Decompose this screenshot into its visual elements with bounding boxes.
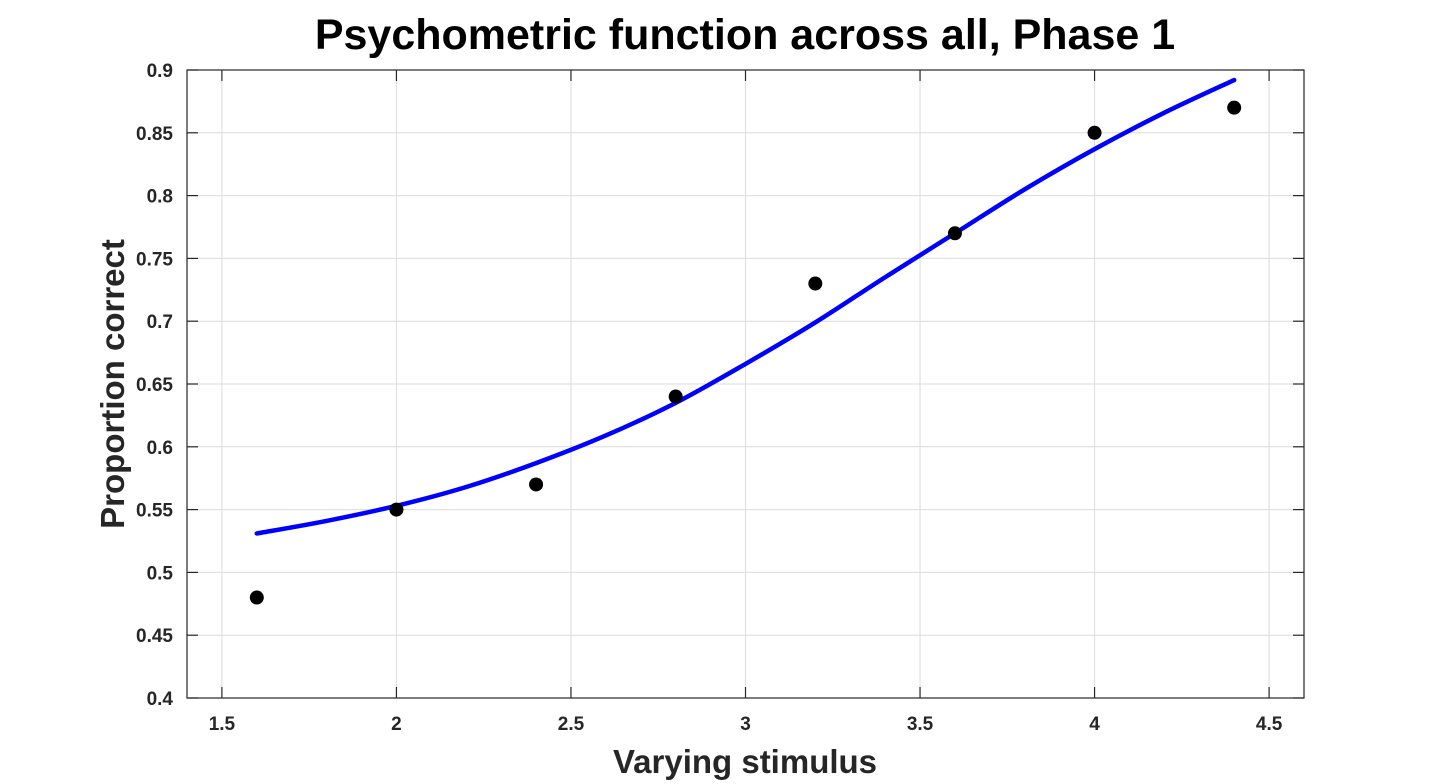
y-tick-label: 0.75 — [136, 249, 173, 270]
x-tick-label: 4 — [1089, 714, 1100, 735]
y-tick-label: 0.4 — [147, 689, 174, 710]
data-point — [947, 226, 962, 241]
data-point — [1227, 100, 1242, 115]
y-tick-label: 0.55 — [136, 501, 173, 522]
data-point — [668, 389, 683, 404]
y-tick-label: 0.8 — [147, 187, 173, 208]
x-axis-label: Varying stimulus — [613, 743, 877, 780]
x-tick-label: 2.5 — [558, 714, 585, 735]
data-point — [1087, 125, 1102, 140]
data-point — [389, 502, 404, 517]
y-tick-label: 0.6 — [147, 438, 173, 459]
data-point — [808, 276, 823, 291]
chart-title: Psychometric function across all, Phase … — [315, 11, 1175, 59]
fit-curve — [254, 77, 1237, 536]
y-tick-label: 0.5 — [147, 563, 174, 584]
x-tick-label: 4.5 — [1256, 714, 1283, 735]
y-tick-label: 0.85 — [136, 124, 173, 145]
x-tick-label: 1.5 — [209, 714, 236, 735]
data-point — [529, 477, 544, 492]
ticks: 1.5 2 2.5 3 3.5 4 4.5 0.4 0.45 0.5 0.55 0.6 0.65 0.7 0… — [136, 61, 1304, 735]
x-tick-label: 2 — [391, 714, 402, 735]
x-tick-label: 3 — [740, 714, 751, 735]
y-tick-label: 0.45 — [136, 626, 173, 647]
y-axis-label: Proportion correct — [94, 239, 131, 529]
y-tick-label: 0.65 — [136, 375, 173, 396]
y-tick-label: 0.7 — [147, 312, 173, 333]
data-point — [249, 590, 264, 605]
series-layer — [249, 77, 1242, 605]
y-tick-label: 0.9 — [147, 61, 173, 82]
x-tick-label: 3.5 — [907, 714, 934, 735]
